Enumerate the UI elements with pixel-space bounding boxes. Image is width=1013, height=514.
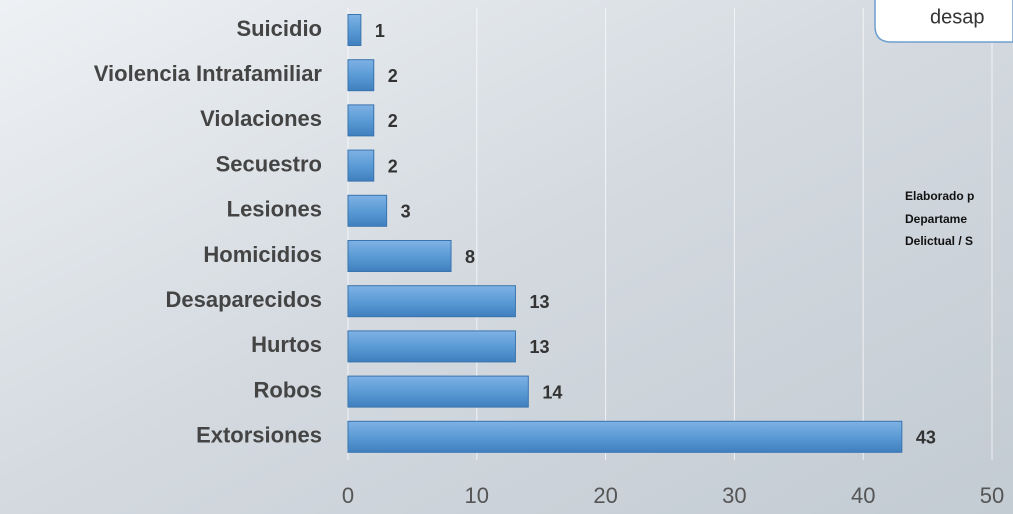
x-tick-label: 20 [593, 483, 617, 508]
bar [347, 14, 362, 46]
value-label: 13 [529, 337, 549, 357]
category-label: Violaciones [200, 106, 322, 131]
note-line: Departame [905, 212, 967, 226]
category-label: Robos [254, 377, 322, 402]
bar [347, 330, 516, 363]
value-label: 2 [388, 66, 398, 86]
x-tick-label: 10 [465, 483, 489, 508]
note-line: Elaborado p [905, 189, 974, 203]
category-label: Homicidios [203, 242, 322, 267]
x-tick-label: 0 [342, 483, 354, 508]
value-label: 8 [465, 247, 475, 267]
category-label: Desaparecidos [165, 287, 322, 312]
category-label: Lesiones [227, 197, 322, 222]
value-label: 43 [916, 428, 936, 448]
category-label: Secuestro [216, 151, 322, 176]
x-tick-label: 40 [851, 483, 875, 508]
bar [347, 149, 375, 182]
value-label: 14 [542, 382, 562, 402]
value-label: 3 [401, 202, 411, 222]
callout-text: desap [930, 6, 985, 28]
bar [347, 194, 388, 227]
callout-box [874, 0, 1013, 43]
bar [347, 59, 375, 92]
bar [347, 375, 529, 408]
value-label: 2 [388, 156, 398, 176]
category-label: Suicidio [236, 16, 322, 41]
value-label: 1 [375, 21, 385, 41]
value-label: 2 [388, 111, 398, 131]
bar [347, 420, 903, 453]
category-label: Extorsiones [196, 423, 322, 448]
bar [347, 285, 516, 318]
value-label: 13 [529, 292, 549, 312]
x-tick-label: 30 [722, 483, 746, 508]
x-tick-label: 50 [980, 483, 1004, 508]
bar [347, 240, 452, 272]
note-line: Delictual / S [905, 234, 973, 248]
category-label: Violencia Intrafamiliar [94, 61, 323, 86]
category-label: Hurtos [251, 332, 322, 357]
bar [347, 104, 375, 137]
